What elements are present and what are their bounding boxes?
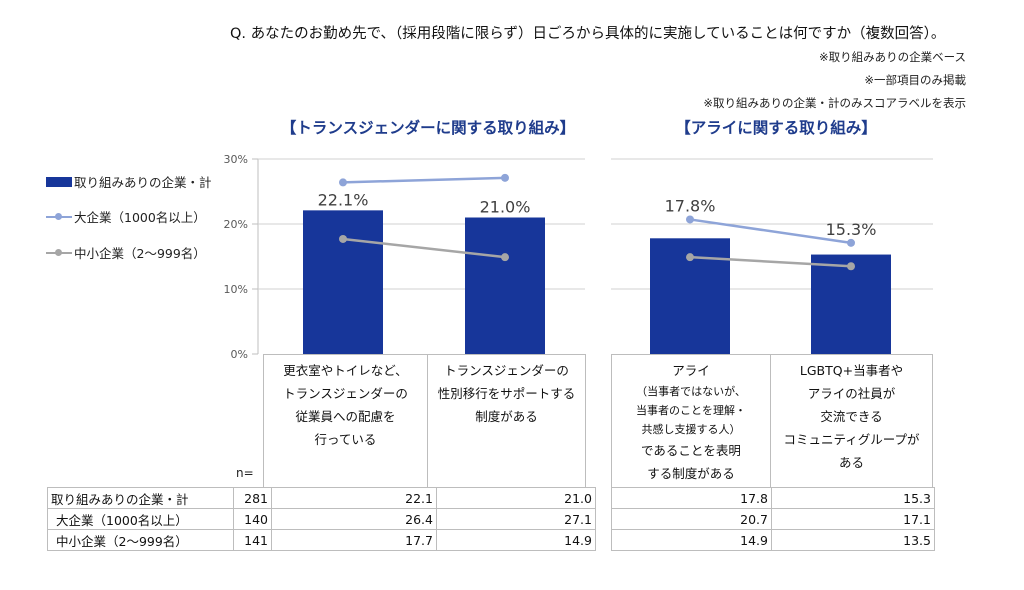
- category-label-line: コミュニティグループが: [783, 432, 920, 447]
- category-label-line: （当事者ではないが、: [636, 385, 746, 398]
- category-label-line: 当事者のことを理解・: [636, 404, 746, 417]
- table-cell: 20.7: [611, 508, 772, 530]
- category-cell: トランスジェンダーの 性別移行をサポートする 制度がある: [427, 354, 586, 488]
- bar-value-label: 21.0%: [480, 198, 531, 217]
- point-sme: [501, 253, 509, 262]
- point-large-enterprise: [686, 215, 694, 224]
- y-tick-label: 10%: [224, 283, 248, 296]
- legend-line-swatch: [46, 248, 72, 258]
- table-cell: 中小企業（2〜999名）: [47, 529, 234, 551]
- table-cell: 17.8: [611, 487, 772, 509]
- table-cell: 26.4: [271, 508, 437, 530]
- legend-item-sme: 中小企業（2〜999名）: [46, 243, 206, 262]
- point-large-enterprise: [339, 178, 347, 187]
- table-cell: 大企業（1000名以上）: [47, 508, 234, 530]
- category-label-line: LGBTQ+当事者や: [799, 363, 904, 378]
- table-cell: 141: [233, 529, 272, 551]
- category-cell: 更衣室やトイレなど、 トランスジェンダーの 従業員への配慮を 行っている: [263, 354, 428, 488]
- table-row: 14.9 13.5: [611, 529, 935, 551]
- category-label-line: 性別移行をサポートする: [437, 386, 576, 401]
- legend-item-large: 大企業（1000名以上）: [46, 207, 206, 226]
- bar-total: [303, 210, 383, 354]
- line-sme: [342, 237, 506, 259]
- bar-value-label: 15.3%: [826, 220, 877, 239]
- category-label-line: アライ: [672, 363, 710, 378]
- table-cell: 17.7: [271, 529, 437, 551]
- y-tick-label: 20%: [224, 218, 248, 231]
- legend-bar-swatch: [46, 176, 72, 187]
- point-sme: [847, 262, 855, 271]
- table-cell: 281: [233, 487, 272, 509]
- table-cell: 22.1: [271, 487, 437, 509]
- legend-label: 取り組みありの企業・計: [74, 175, 212, 190]
- category-label-line: トランスジェンダーの: [444, 363, 569, 378]
- category-label-line: 従業員への配慮を: [295, 409, 396, 424]
- bar-total: [465, 217, 545, 354]
- table-row: 大企業（1000名以上） 140 26.4 27.1: [47, 508, 596, 530]
- category-cell: LGBTQ+当事者や アライの社員が 交流できるコミュニティグループが ある: [770, 354, 933, 488]
- point-sme: [339, 234, 347, 243]
- y-tick-label: 30%: [224, 153, 248, 166]
- table-cell: 140: [233, 508, 272, 530]
- table-cell: 取り組みありの企業・計: [47, 487, 234, 509]
- category-label-line: 交流できる: [820, 409, 883, 424]
- table-row: 17.8 15.3: [611, 487, 935, 509]
- category-label-line: する制度がある: [647, 466, 735, 481]
- note-score-label: ※取り組みありの企業・計のみスコアラベルを表示: [703, 96, 966, 110]
- table-row: 取り組みありの企業・計 281 22.1 21.0: [47, 487, 596, 509]
- category-label-line: 共感し支援する人）: [641, 423, 741, 436]
- table-cell: 27.1: [436, 508, 596, 530]
- legend-label: 大企業（1000名以上）: [74, 210, 206, 225]
- line-large-enterprise: [689, 218, 852, 245]
- y-tick-label: 0%: [231, 348, 248, 361]
- category-label-line: 更衣室やトイレなど、: [283, 363, 408, 378]
- table-cell: 13.5: [771, 529, 935, 551]
- category-label-line: 行っている: [314, 432, 377, 447]
- survey-question: Q. あなたのお勤め先で、（採用段階に限らず）日ごろから具体的に実施していること…: [230, 26, 946, 42]
- table-cell: 14.9: [611, 529, 772, 551]
- category-label-line: ある: [838, 455, 864, 470]
- bar-value-label: 22.1%: [318, 190, 369, 209]
- table-cell: 17.1: [771, 508, 935, 530]
- category-label-line: トランスジェンダーの: [283, 386, 408, 401]
- bar-value-label: 17.8%: [665, 196, 716, 215]
- note-base: ※取り組みありの企業ベース: [818, 50, 966, 64]
- category-label-line: であることを表明: [641, 443, 741, 458]
- category-cell: アライ （当事者ではないが、 当事者のことを理解・ 共感し支援する人） であることを表明…: [611, 354, 771, 488]
- point-large-enterprise: [847, 238, 855, 247]
- panel-title-ally: 【アライに関する取り組み】: [675, 119, 877, 137]
- category-label-line: 制度がある: [475, 409, 538, 424]
- panel-title-transgender: 【トランスジェンダーに関する取り組み】: [280, 119, 576, 137]
- line-large-enterprise: [342, 176, 506, 184]
- data-table-left: 取り組みありの企業・計 281 22.1 21.0 大企業（1000名以上） 140 26.…: [47, 487, 596, 551]
- table-cell: 15.3: [771, 487, 935, 509]
- line-sme: [689, 255, 852, 268]
- legend-label: 中小企業（2〜999名）: [74, 246, 206, 261]
- n-label: n=: [236, 466, 254, 480]
- table-cell: 14.9: [436, 529, 596, 551]
- table-row: 中小企業（2〜999名） 141 17.7 14.9: [47, 529, 596, 551]
- category-label-line: アライの社員が: [807, 386, 896, 401]
- table-row: 20.7 17.1: [611, 508, 935, 530]
- data-table-right: 17.8 15.3 20.7 17.1 14.9 13.5: [611, 487, 935, 551]
- bar-total: [811, 254, 891, 354]
- table-cell: 21.0: [436, 487, 596, 509]
- note-partial: ※一部項目のみ掲載: [864, 73, 966, 87]
- legend-item-total: 取り組みありの企業・計: [46, 172, 212, 191]
- legend-line-swatch: [46, 212, 72, 222]
- point-sme: [686, 253, 694, 262]
- point-large-enterprise: [501, 173, 509, 182]
